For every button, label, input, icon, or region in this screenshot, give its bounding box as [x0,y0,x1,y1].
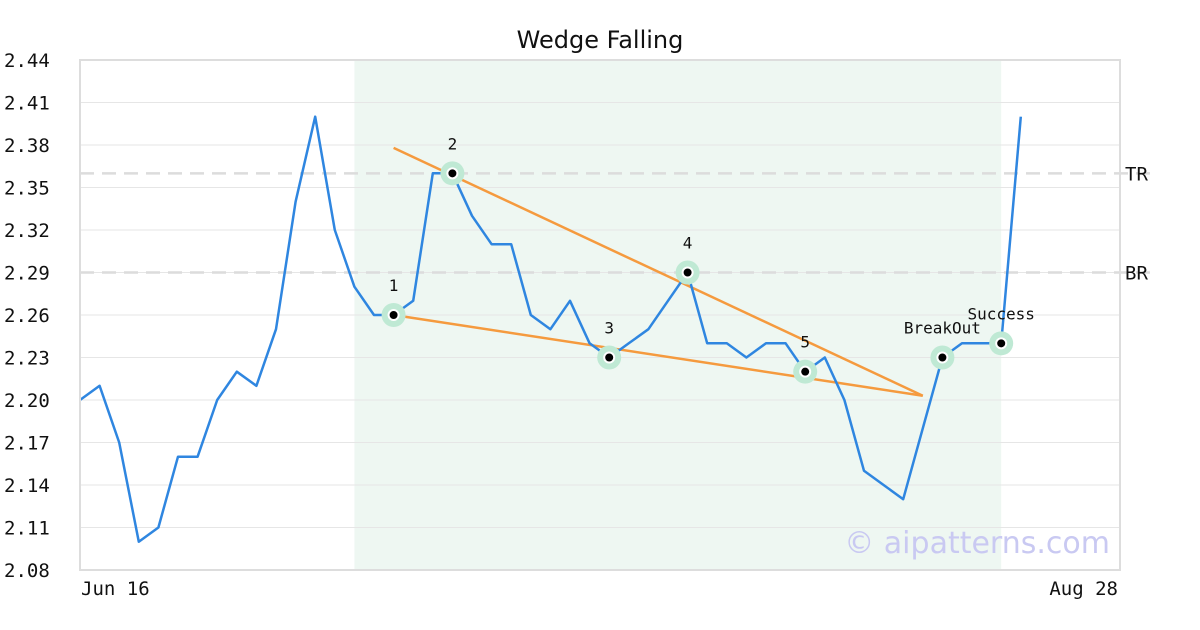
point-label: 2 [448,134,458,153]
point-label: 1 [389,276,399,295]
y-tick-label: 2.44 [4,50,50,72]
y-tick-label: 2.32 [4,220,50,242]
price-line [79,115,1023,543]
point-label: Success [967,304,1034,323]
y-tick-label: 2.11 [4,518,50,540]
trendline [393,146,924,397]
point-label: BreakOut [904,319,981,338]
y-tick-label: 2.29 [4,263,50,285]
y-tick-label: 2.17 [4,433,50,455]
level-label: TR [1125,163,1148,185]
y-tick-label: 2.14 [4,475,50,497]
y-tick-label: 2.20 [4,390,50,412]
point-marker [936,351,949,364]
y-tick-label: 2.23 [4,348,50,370]
y-tick-label: 2.38 [4,135,50,157]
point-marker [799,365,812,378]
y-tick-label: 2.41 [4,93,50,115]
y-tick-label: 2.26 [4,305,50,327]
point-marker [387,309,400,321]
point-label: 4 [683,234,693,253]
x-tick-label-start: Jun 16 [81,578,150,600]
y-tick-label: 2.08 [4,560,50,582]
x-tick-label-end: Aug 28 [1049,578,1118,600]
plot-frame [79,59,1121,571]
trendline [393,313,923,397]
point-marker [995,337,1008,350]
watermark: © aipatterns.com [844,526,1110,561]
point-label: 3 [604,319,614,338]
level-label: BR [1125,263,1148,285]
point-label: 5 [800,333,810,352]
point-marker [446,167,459,180]
point-marker [603,351,616,364]
point-marker [681,266,694,279]
chart-title: Wedge Falling [517,26,684,54]
y-tick-label: 2.35 [4,178,50,200]
